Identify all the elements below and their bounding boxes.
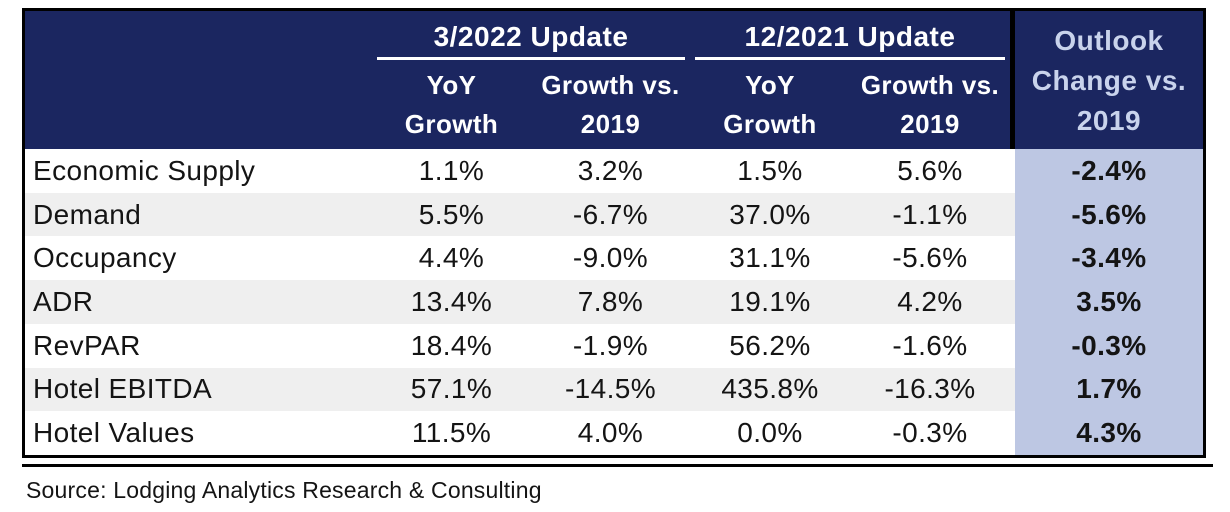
row-value: -1.1% (892, 198, 968, 230)
group-title: 3/2022 Update (433, 21, 629, 52)
row-value: 56.2% (729, 329, 811, 361)
row-label: Demand (33, 198, 142, 230)
subheader-line: Growth vs. (860, 70, 1000, 100)
table-row: ADR 13.4% 7.8% 19.1% 4.2% 3.5% (25, 280, 1203, 324)
row-outlook: 3.5% (1015, 280, 1203, 324)
outlook-column-header: Outlook Change vs. 2019 (1015, 11, 1203, 149)
row-value: -14.5% (564, 373, 657, 405)
row-value: 19.1% (729, 286, 811, 318)
table-row: Hotel EBITDA 57.1% -14.5% 435.8% -16.3% … (25, 367, 1203, 412)
table-row: Hotel Values 11.5% 4.0% 0.0% -0.3% 4.3% (25, 411, 1203, 456)
row-value: 18.4% (410, 329, 493, 361)
row-label: Hotel EBITDA (33, 373, 213, 405)
row-value: -5.6% (892, 242, 968, 274)
subheader-yoy-growth: YoY Growth (372, 66, 531, 144)
row-value: 4.4% (418, 242, 485, 274)
row-outlook: -0.3% (1015, 323, 1203, 368)
subheader-row: YoY Growth Growth vs. 2019 (372, 60, 690, 144)
table-row: Occupancy 4.4% -9.0% 31.1% -5.6% -3.4% (25, 236, 1203, 281)
group-underline (695, 57, 1005, 60)
row-value: 3.2% (577, 154, 644, 186)
outlook-header-line: 2019 (1076, 105, 1142, 136)
row-value: 31.1% (729, 242, 811, 274)
column-group-3-2022: 3/2022 Update YoY Growth Growth vs. 2019 (372, 11, 690, 149)
outlook-column-divider (1010, 11, 1015, 149)
row-label: RevPAR (33, 329, 141, 361)
row-value: 1.1% (418, 154, 485, 186)
row-outlook: -3.4% (1015, 236, 1203, 281)
subheader-line: Growth (404, 109, 499, 139)
row-outlook: -2.4% (1015, 149, 1203, 193)
table-row: RevPAR 18.4% -1.9% 56.2% -1.6% -0.3% (25, 323, 1203, 368)
row-value: -9.0% (572, 242, 649, 274)
row-value: -16.3% (884, 373, 976, 405)
row-value: 37.0% (729, 198, 811, 230)
table-row: Demand 5.5% -6.7% 37.0% -1.1% -5.6% (25, 192, 1203, 237)
subheader-line: YoY (426, 70, 477, 100)
subheader-yoy-growth: YoY Growth (690, 66, 850, 144)
subheader-line: 2019 (900, 109, 960, 139)
row-value: -0.3% (892, 417, 968, 449)
row-value: 5.5% (418, 198, 485, 230)
header-spacer (25, 11, 372, 149)
outlook-header-line: Change vs. (1031, 65, 1187, 96)
column-group-12-2021: 12/2021 Update YoY Growth Growth vs. 201… (690, 11, 1010, 149)
row-label: Hotel Values (33, 417, 195, 449)
group-underline (377, 57, 685, 60)
subheader-row: YoY Growth Growth vs. 2019 (690, 60, 1010, 144)
row-value: 435.8% (721, 373, 819, 405)
group-title: 12/2021 Update (744, 21, 956, 52)
row-value: 4.0% (577, 417, 644, 449)
subheader-line: Growth (723, 109, 817, 139)
subheader-line: YoY (745, 70, 795, 100)
row-value: 7.8% (577, 286, 644, 318)
row-value: 11.5% (411, 417, 492, 449)
row-label: ADR (33, 286, 94, 318)
table-body: Economic Supply 1.1% 3.2% 1.5% 5.6% -2.4… (25, 149, 1203, 456)
row-label: Economic Supply (33, 154, 256, 186)
row-value: 57.1% (410, 373, 493, 405)
outlook-table: 3/2022 Update YoY Growth Growth vs. 2019… (22, 8, 1206, 458)
table-header: 3/2022 Update YoY Growth Growth vs. 2019… (25, 11, 1203, 149)
source-text: Source: Lodging Analytics Research & Con… (26, 477, 542, 503)
outlook-header-line: Outlook (1054, 25, 1164, 56)
row-outlook: 1.7% (1015, 367, 1203, 412)
row-value: 5.6% (897, 154, 963, 186)
row-outlook: -5.6% (1015, 192, 1203, 237)
row-value: 4.2% (897, 286, 963, 318)
row-value: 13.4% (410, 286, 493, 318)
row-value: -1.6% (892, 329, 968, 361)
row-value: -6.7% (572, 198, 649, 230)
row-value: 1.5% (737, 154, 803, 186)
row-outlook: 4.3% (1015, 411, 1203, 456)
table-row: Economic Supply 1.1% 3.2% 1.5% 5.6% -2.4… (25, 149, 1203, 193)
row-value: -1.9% (572, 329, 649, 361)
subheader-line: Growth vs. (541, 70, 680, 100)
subheader-line: 2019 (580, 109, 641, 139)
subheader-growth-vs-2019: Growth vs. 2019 (531, 66, 690, 144)
row-label: Occupancy (33, 242, 177, 274)
bottom-rule (22, 464, 1213, 467)
row-value: 0.0% (737, 417, 803, 449)
subheader-growth-vs-2019: Growth vs. 2019 (850, 66, 1010, 144)
